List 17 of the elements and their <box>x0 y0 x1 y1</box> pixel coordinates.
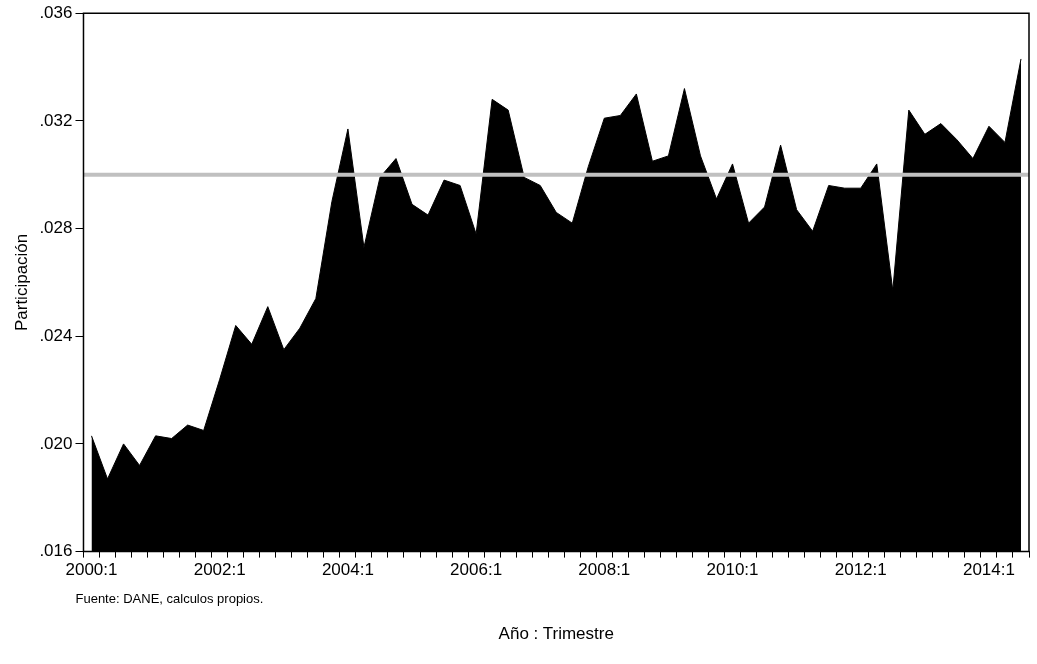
x-tick-label: 2006:1 <box>450 560 503 580</box>
y-tick-label: .028 <box>39 218 73 238</box>
x-tick-label: 2008:1 <box>578 560 631 580</box>
y-tick-label: .032 <box>39 110 73 130</box>
x-axis-title: Año : Trimestre <box>498 624 614 644</box>
x-tick-label: 2012:1 <box>834 560 887 580</box>
x-tick-label: 2004:1 <box>321 560 374 580</box>
source-note: Fuente: DANE, calculos propios. <box>75 591 264 607</box>
y-tick-label: .016 <box>39 541 73 561</box>
x-tick-label: 2010:1 <box>706 560 759 580</box>
x-tick-label: 2002:1 <box>193 560 246 580</box>
y-tick-label: .020 <box>39 433 73 453</box>
y-tick-label: .024 <box>39 325 73 345</box>
x-tick-label: 2000:1 <box>65 560 118 580</box>
y-tick-label: .036 <box>39 2 73 22</box>
x-tick-label: 2014:1 <box>962 560 1015 580</box>
y-axis-title: Participación <box>11 233 31 332</box>
